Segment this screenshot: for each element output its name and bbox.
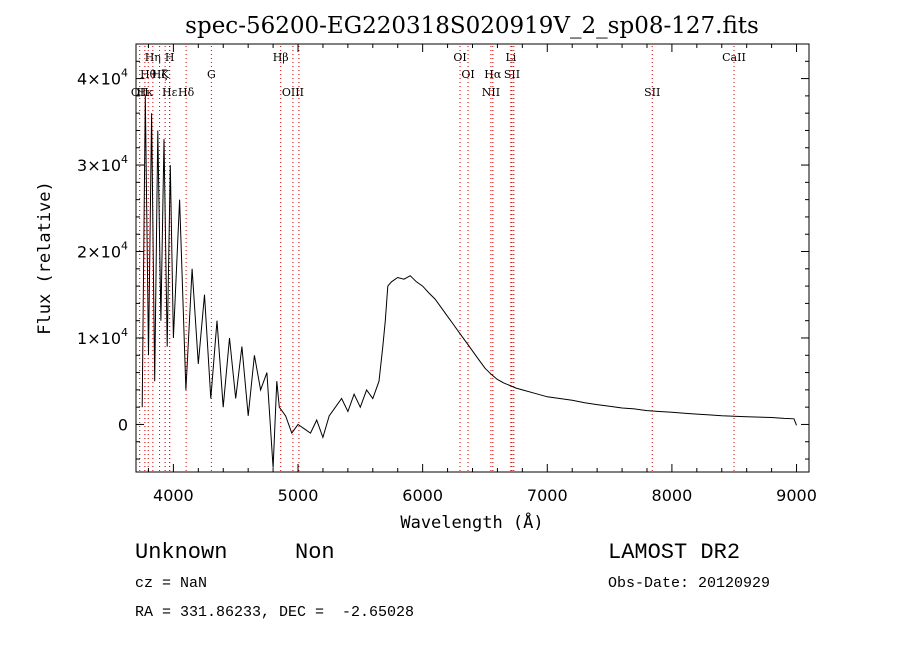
line-label: SII [644, 86, 660, 99]
line-label: SII [504, 68, 520, 81]
redshift-label: cz = NaN [135, 575, 208, 592]
spectrum-chart: spec-56200-EG220318S020919V_2_sp08-127.f… [35, 13, 817, 533]
line-label: Li [505, 51, 516, 64]
line-label: G [207, 68, 216, 81]
line-label: OII [131, 86, 149, 99]
x-tick-label: 7000 [527, 486, 568, 505]
line-label: OI [461, 68, 474, 81]
line-label: Hθ [140, 68, 157, 81]
x-axis-ticks: 4000 5000 6000 7000 8000 9000 [147, 44, 817, 505]
y-tick-label: 3×104 [77, 153, 128, 175]
subclass-label: Non [295, 540, 335, 565]
line-label: H [165, 51, 175, 64]
y-axis-label: Flux (relative) [35, 181, 55, 335]
spectrum-line [141, 95, 797, 468]
line-label: CaII [722, 51, 746, 64]
line-label: NII [482, 86, 500, 99]
class-label: Unknown [135, 540, 228, 565]
x-axis-label: Wavelength (Å) [400, 511, 543, 533]
y-tick-label: 2×104 [77, 240, 128, 262]
line-label: Hδ [178, 86, 195, 99]
y-tick-label: 0 [118, 415, 128, 434]
line-label: Hη [145, 51, 161, 64]
obs-date-label: Obs-Date: 20120929 [608, 575, 771, 592]
chart-title: spec-56200-EG220318S020919V_2_sp08-127.f… [185, 13, 759, 39]
x-tick-label: 5000 [278, 486, 319, 505]
line-label: Hζ [152, 68, 168, 81]
y-axis-ticks: 0 1×104 2×104 3×104 4×104 [77, 43, 809, 460]
line-label: Hα [484, 68, 502, 81]
x-tick-label: 6000 [402, 486, 443, 505]
line-label: Hε [162, 86, 178, 99]
line-label: Hβ [273, 51, 289, 64]
line-label: OI [453, 51, 466, 64]
y-tick-label: 4×104 [77, 67, 128, 89]
line-label: OIII [282, 86, 304, 99]
x-tick-label: 9000 [776, 486, 817, 505]
survey-label: LAMOST DR2 [608, 540, 741, 565]
x-tick-label: 4000 [153, 486, 194, 505]
plot-frame [135, 43, 810, 473]
y-tick-label: 1×104 [77, 326, 128, 348]
line-label: Hκ [137, 86, 154, 99]
coordinates-label: RA = 331.86233, DEC = -2.65028 [135, 604, 415, 621]
line-label: K [161, 68, 170, 81]
x-tick-label: 8000 [652, 486, 693, 505]
